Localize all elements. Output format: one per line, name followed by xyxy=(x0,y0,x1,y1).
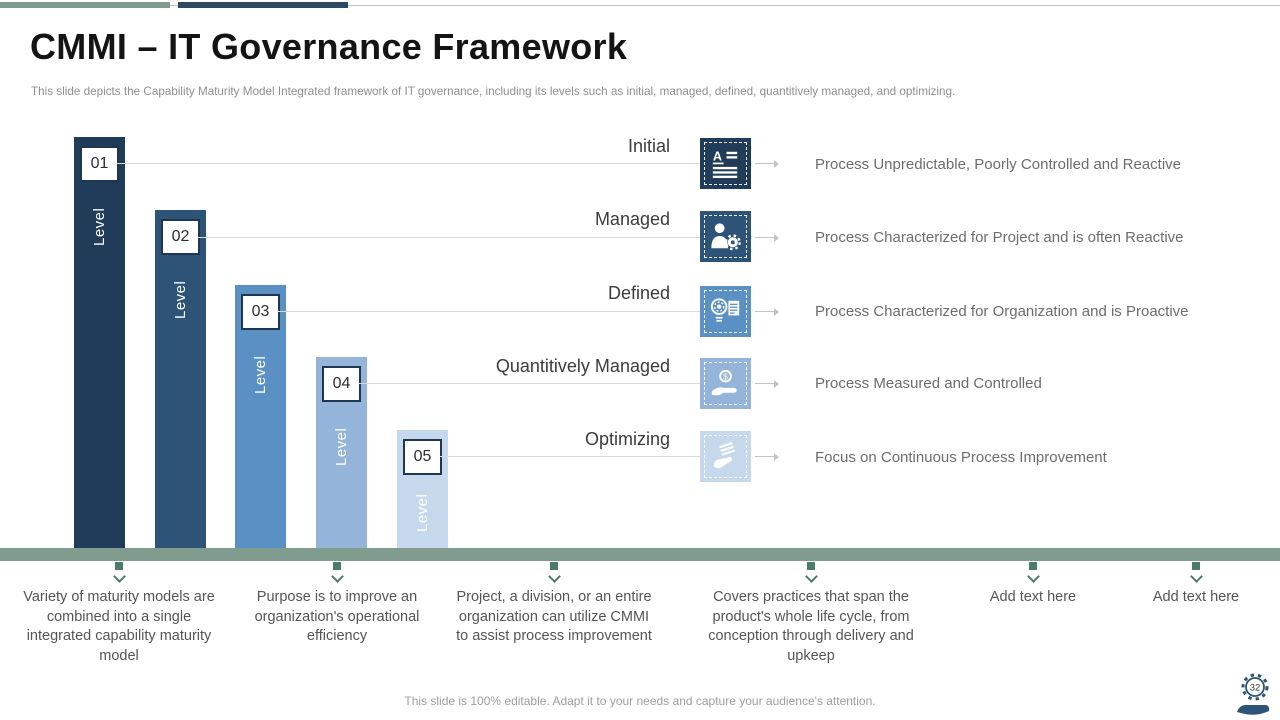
level-name-managed: Managed xyxy=(594,209,670,229)
chevron-down-icon xyxy=(330,570,344,583)
level-bar-label: Level xyxy=(414,493,431,532)
hand-improvement-icon xyxy=(700,431,751,482)
page-number-gear-badge: 32 xyxy=(1232,672,1274,718)
level-number-badge: 01 xyxy=(80,146,119,182)
hand-coin-icon: $ xyxy=(700,358,751,409)
level-bar-label: Level xyxy=(172,280,189,320)
level-description: Process Characterized for Organization a… xyxy=(815,303,1189,320)
top-accent-green xyxy=(0,2,170,8)
level-number-badge: 04 xyxy=(322,366,361,402)
top-hairline xyxy=(0,5,1280,6)
marker-square xyxy=(550,562,558,570)
level-bar-2: 02 Level xyxy=(155,210,206,549)
chevron-down-icon xyxy=(804,570,818,583)
arrow-icon xyxy=(755,452,779,461)
note-text: Purpose is to improve an organization's … xyxy=(254,589,420,644)
chevron-down-icon xyxy=(112,570,126,583)
marker-square xyxy=(807,562,815,570)
top-accent-navy xyxy=(178,2,348,8)
person-gear-icon xyxy=(700,211,751,262)
note-item: Covers practices that span the product's… xyxy=(692,562,930,666)
note-item: Purpose is to improve an organization's … xyxy=(252,562,422,647)
page-title: CMMI – IT Governance Framework xyxy=(30,26,628,67)
arrow-icon xyxy=(755,159,779,168)
connector-line xyxy=(278,311,700,312)
level-bar-1: 01 Level xyxy=(74,137,125,549)
page-subtitle: This slide depicts the Capability Maturi… xyxy=(31,85,956,98)
arrow-icon xyxy=(755,307,779,316)
marker-square xyxy=(115,562,123,570)
timeline-bar xyxy=(0,548,1280,561)
note-text: Covers practices that span the product's… xyxy=(708,589,914,664)
level-bar-5: 05 Level xyxy=(397,430,448,549)
level-name-optimizing: Optimizing xyxy=(584,429,670,449)
level-number-badge: 02 xyxy=(161,219,200,255)
level-bar-label: Level xyxy=(91,207,108,247)
connector-line xyxy=(359,383,700,384)
chevron-down-icon xyxy=(547,570,561,583)
note-item: Add text here xyxy=(1126,562,1266,608)
chevron-down-icon xyxy=(1189,570,1203,583)
marker-square xyxy=(1192,562,1200,570)
note-item: Add text here xyxy=(963,562,1103,608)
level-name-initial: Initial xyxy=(627,136,670,156)
marker-square xyxy=(1029,562,1037,570)
arrow-icon xyxy=(755,233,779,242)
svg-text:$: $ xyxy=(723,373,728,382)
arrow-icon xyxy=(755,379,779,388)
level-name-defined: Defined xyxy=(607,283,670,303)
level-description: Focus on Continuous Process Improvement xyxy=(815,449,1107,466)
svg-text:A: A xyxy=(713,150,722,164)
level-bar-label: Level xyxy=(252,355,269,395)
note-text: Project, a division, or an entire organi… xyxy=(456,589,652,644)
connector-line xyxy=(198,237,700,238)
level-bar-4: 04 Level xyxy=(316,357,367,549)
idea-document-icon xyxy=(700,286,751,337)
level-description: Process Measured and Controlled xyxy=(815,375,1042,392)
level-number-badge: 03 xyxy=(241,294,280,330)
level-description: Process Characterized for Project and is… xyxy=(815,229,1184,246)
placeholder-text[interactable]: Add text here xyxy=(989,589,1077,605)
note-item: Variety of maturity models are combined … xyxy=(19,562,219,666)
placeholder-text[interactable]: Add text here xyxy=(1152,589,1240,605)
connector-line xyxy=(117,163,700,164)
level-number-badge: 05 xyxy=(403,439,442,475)
level-description: Process Unpredictable, Poorly Controlled… xyxy=(815,156,1182,173)
connector-line xyxy=(440,456,700,457)
chevron-down-icon xyxy=(1026,570,1040,583)
editable-note: This slide is 100% editable. Adapt it to… xyxy=(404,694,876,708)
marker-square xyxy=(333,562,341,570)
note-text: Variety of maturity models are combined … xyxy=(23,589,215,664)
document-text-icon: A xyxy=(700,138,751,189)
level-bar-3: 03 Level xyxy=(235,285,286,549)
note-item: Project, a division, or an entire organi… xyxy=(454,562,654,647)
page-number: 32 xyxy=(1250,683,1261,694)
level-name-quantitively-managed: Quantitively Managed xyxy=(495,356,670,376)
